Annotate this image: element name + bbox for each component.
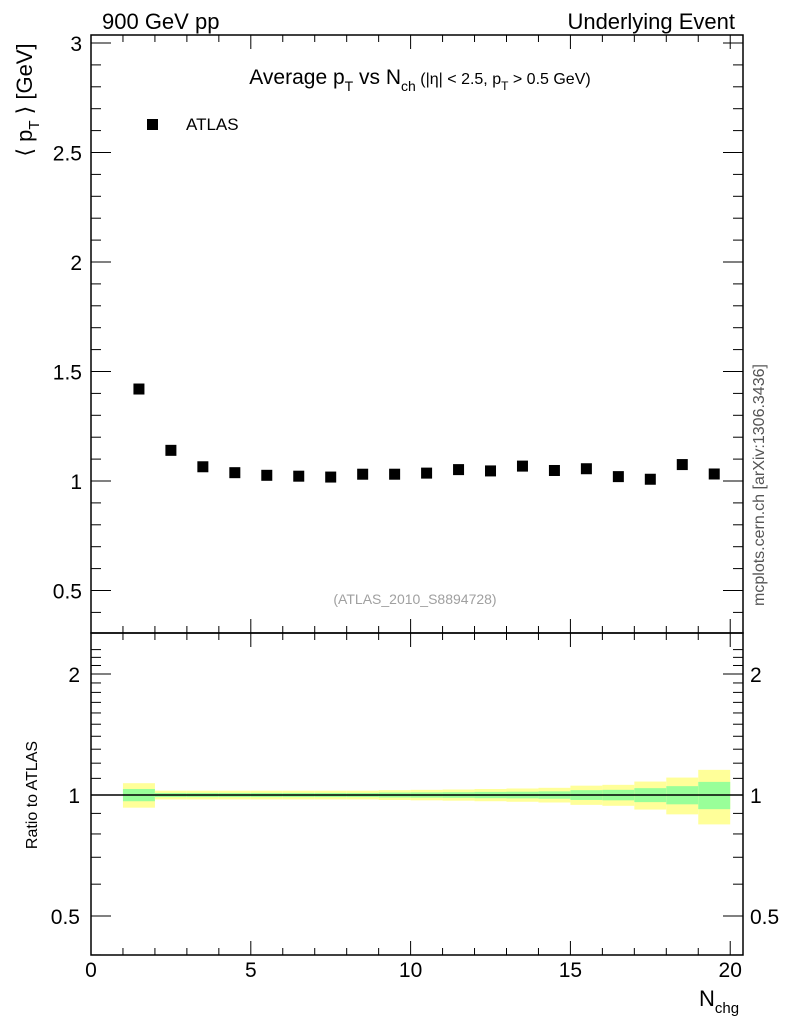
title-cuts-a: (|η| < 2.5, p	[416, 71, 501, 88]
data-point	[644, 473, 656, 485]
chart-title: Average pT vs Nch (|η| < 2.5, pT > 0.5 G…	[249, 66, 590, 94]
x-tick-labels: 0 5 10 15 20	[85, 959, 742, 982]
y-label-post: ⟩ [GeV]	[12, 43, 37, 120]
data-point	[357, 468, 369, 480]
x-tick-label: 15	[559, 959, 582, 982]
ratio-y-tick-label-left: 0.5	[51, 906, 80, 929]
main-y-axis-label: ⟨ pT ⟩ [GeV]	[12, 43, 43, 156]
main-panel: 0.511.522.53 ⟨ pT ⟩ [GeV] Average pT vs …	[12, 33, 744, 634]
data-point	[421, 467, 433, 479]
main-axis-ticks	[90, 35, 743, 633]
data-point	[133, 383, 145, 395]
data-point	[548, 464, 560, 476]
data-points	[133, 383, 720, 485]
title-vs: vs N	[353, 66, 401, 89]
title-sub2: ch	[401, 78, 416, 94]
ratio-y-tick-label-left: 2	[68, 664, 80, 687]
data-point	[516, 460, 528, 472]
data-point	[676, 459, 688, 471]
y-label-sub: T	[26, 120, 43, 129]
ratio-y-axis-label: Ratio to ATLAS	[24, 741, 41, 849]
x-label-sub: chg	[715, 1000, 739, 1017]
x-tick-label: 10	[399, 959, 422, 982]
ratio-y-tick-labels: 0.5 0.5 1 1 2 2	[51, 664, 779, 929]
data-point	[580, 463, 592, 475]
ratio-y-tick-label-right: 2	[750, 664, 762, 687]
data-point	[325, 471, 337, 483]
y-label-pre: ⟨ p	[12, 130, 37, 157]
data-point	[453, 464, 465, 476]
data-point	[261, 469, 273, 481]
header-left: 900 GeV pp	[102, 9, 219, 34]
data-point	[197, 461, 209, 473]
data-point	[165, 444, 177, 456]
side-label: mcplots.cern.ch [arXiv:1306.3436]	[751, 364, 768, 606]
data-point	[389, 468, 401, 480]
data-point	[612, 471, 624, 483]
main-y-tick-label: 1.5	[53, 362, 82, 385]
ratio-axis-ticks	[90, 633, 743, 956]
main-y-tick-label: 2	[70, 252, 82, 275]
data-point	[708, 468, 720, 480]
main-y-tick-label: 3	[70, 33, 82, 56]
x-axis-label: Nchg	[699, 986, 739, 1017]
main-y-tick-label: 1	[70, 471, 82, 494]
data-point	[293, 470, 305, 482]
title-cuts-b: > 0.5 GeV)	[508, 71, 590, 88]
x-tick-label: 0	[85, 959, 97, 982]
data-point	[229, 467, 241, 479]
header-right: Underlying Event	[567, 9, 735, 34]
x-label-main: N	[699, 986, 715, 1011]
title-sub1: T	[345, 78, 354, 94]
ratio-panel: 0.5 0.5 1 1 2 2 0 5 10 15 20 Ratio to ATLAS Nchg	[24, 632, 779, 1017]
ratio-y-tick-label-right: 1	[750, 785, 762, 808]
main-y-tick-label: 2.5	[53, 143, 82, 166]
legend-label: ATLAS	[186, 115, 239, 134]
analysis-tag: (ATLAS_2010_S8894728)	[333, 591, 496, 607]
data-point	[485, 465, 497, 477]
x-tick-label: 5	[245, 959, 257, 982]
main-y-tick-labels: 0.5 1 1.5 2 2.5 3	[53, 33, 82, 604]
x-tick-label: 20	[719, 959, 742, 982]
legend: ATLAS	[147, 115, 239, 134]
title-main: Average p	[249, 66, 344, 89]
ratio-y-tick-label-right: 0.5	[750, 906, 779, 929]
main-y-tick-label: 0.5	[53, 581, 82, 604]
ratio-frame	[90, 632, 744, 956]
ratio-y-tick-label-left: 1	[68, 785, 80, 808]
title-cuts-sub: T	[501, 79, 509, 93]
legend-marker	[147, 119, 158, 130]
